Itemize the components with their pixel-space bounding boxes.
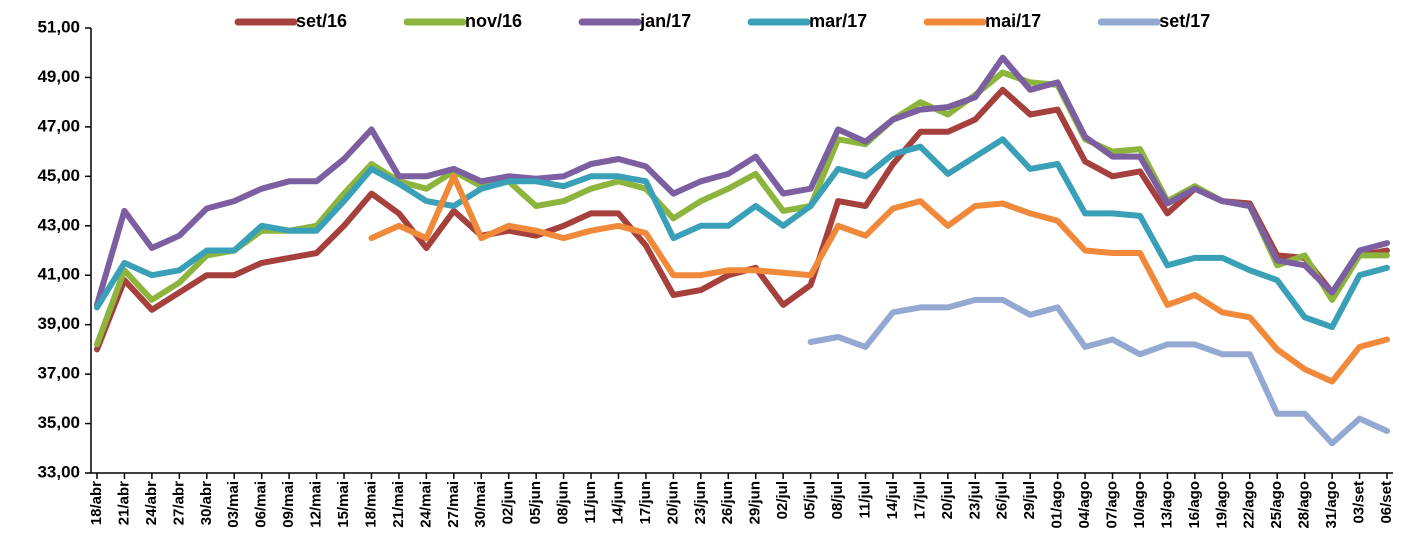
- y-tick-label: 33,00: [37, 462, 80, 481]
- legend-label: jan/17: [639, 11, 691, 31]
- x-tick-label: 26/jul: [994, 481, 1011, 519]
- x-tick-label: 11/jun: [582, 481, 599, 524]
- y-tick-label: 37,00: [37, 364, 80, 383]
- x-tick-label: 17/jul: [911, 481, 928, 519]
- y-tick-label: 47,00: [37, 116, 80, 135]
- x-tick-label: 20/jun: [664, 481, 681, 524]
- x-tick-label: 19/ago: [1213, 481, 1230, 529]
- x-tick-label: 22/ago: [1241, 481, 1258, 529]
- x-tick-label: 16/ago: [1186, 481, 1203, 529]
- x-tick-label: 30/mai: [472, 481, 489, 528]
- legend-label: set/16: [296, 11, 347, 31]
- series-line: [807, 296, 1390, 447]
- x-tick-label: 06/set: [1378, 481, 1395, 524]
- x-tick-label: 17/jun: [637, 481, 654, 524]
- y-tick-label: 43,00: [37, 215, 80, 234]
- y-tick-label: 45,00: [37, 166, 80, 185]
- series-line: [94, 54, 1390, 308]
- x-tick-label: 09/mai: [280, 481, 297, 528]
- x-tick-label: 12/mai: [308, 481, 325, 528]
- series-line: [94, 69, 1390, 348]
- series-line: [94, 136, 1390, 331]
- x-tick-label: 30/abr: [198, 481, 215, 525]
- x-tick-label: 24/mai: [417, 481, 434, 528]
- x-tick-label: 29/jun: [747, 481, 764, 524]
- x-tick-label: 02/jul: [774, 481, 791, 519]
- x-tick-label: 10/ago: [1131, 481, 1148, 529]
- x-tick-label: 03/set: [1351, 481, 1368, 524]
- x-tick-label: 23/jun: [692, 481, 709, 524]
- x-tick-label: 18/abr: [88, 481, 105, 525]
- series-line: [368, 173, 1390, 385]
- x-tick-label: 28/ago: [1296, 481, 1313, 529]
- legend-label: nov/16: [465, 11, 522, 31]
- legend-label: mai/17: [985, 11, 1041, 31]
- x-tick-label: 08/jul: [829, 481, 846, 519]
- x-tick-label: 14/jun: [609, 481, 626, 524]
- x-tick-label: 08/jun: [555, 481, 572, 524]
- legend-label: mar/17: [809, 11, 867, 31]
- x-tick-label: 25/ago: [1268, 481, 1285, 529]
- x-tick-label: 07/ago: [1104, 481, 1121, 529]
- x-tick-label: 05/jun: [527, 481, 544, 524]
- x-tick-label: 20/jul: [939, 481, 956, 519]
- x-tick-label: 11/jul: [856, 481, 873, 519]
- x-tick-label: 27/mai: [445, 481, 462, 528]
- x-tick-label: 13/ago: [1158, 481, 1175, 529]
- x-tick-label: 04/ago: [1076, 481, 1093, 529]
- x-tick-label: 18/mai: [362, 481, 379, 528]
- x-tick-label: 01/ago: [1049, 481, 1066, 529]
- x-tick-label: 27/abr: [170, 481, 187, 525]
- x-tick-label: 02/jun: [500, 481, 517, 524]
- x-tick-label: 29/jul: [1021, 481, 1038, 519]
- x-tick-label: 03/mai: [225, 481, 242, 528]
- x-tick-label: 21/mai: [390, 481, 407, 528]
- x-tick-label: 23/jul: [966, 481, 983, 519]
- x-tick-label: 15/mai: [335, 481, 352, 528]
- y-tick-label: 35,00: [37, 413, 80, 432]
- x-tick-label: 06/mai: [253, 481, 270, 528]
- y-tick-label: 41,00: [37, 265, 80, 284]
- y-tick-label: 51,00: [37, 17, 80, 36]
- x-tick-label: 24/abr: [143, 481, 160, 525]
- x-tick-label: 26/jun: [719, 481, 736, 524]
- x-tick-label: 14/jul: [884, 481, 901, 519]
- y-tick-label: 49,00: [37, 67, 80, 86]
- x-tick-label: 21/abr: [115, 481, 132, 525]
- x-tick-label: 05/jul: [802, 481, 819, 519]
- legend-label: set/17: [1159, 11, 1210, 31]
- y-tick-label: 39,00: [37, 314, 80, 333]
- x-tick-label: 31/ago: [1323, 481, 1340, 529]
